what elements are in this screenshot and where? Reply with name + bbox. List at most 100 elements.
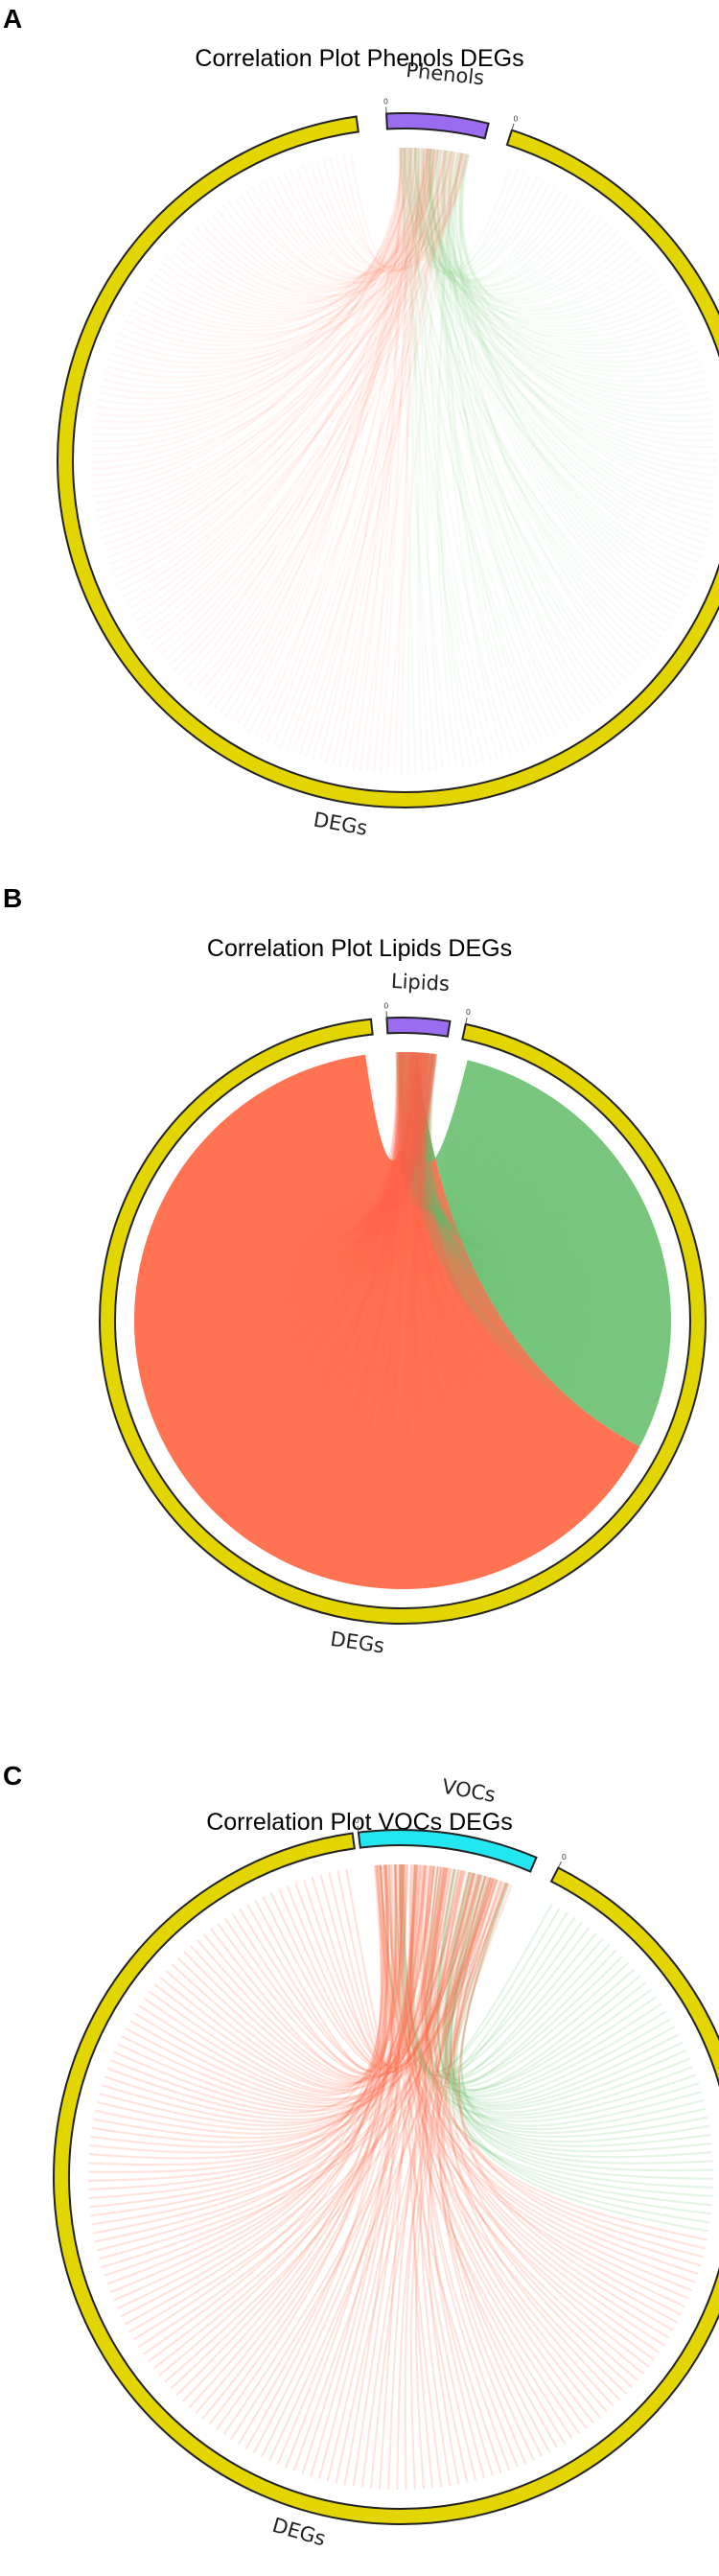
positive-correlation-chord xyxy=(175,1864,390,2397)
negative-correlation-chord xyxy=(410,1052,583,1223)
positive-correlation-chord xyxy=(96,149,432,512)
positive-correlation-chord xyxy=(169,1051,405,1459)
negative-correlation-chord xyxy=(410,1052,661,1271)
negative-correlation-chord xyxy=(420,1052,623,1236)
positive-correlation-chord xyxy=(135,1052,423,1355)
positive-correlation-chord xyxy=(197,149,439,696)
positive-correlation-chord xyxy=(151,149,433,645)
negative-correlation-chord xyxy=(400,1051,538,1214)
positive-correlation-chord xyxy=(134,1051,403,1343)
negative-correlation-chord xyxy=(439,150,525,750)
negative-correlation-chord xyxy=(429,149,597,709)
positive-correlation-chord xyxy=(269,148,417,276)
negative-correlation-chord xyxy=(427,149,539,276)
positive-correlation-chord xyxy=(175,1052,415,1468)
negative-correlation-chord xyxy=(420,148,715,503)
positive-correlation-chord xyxy=(121,1881,504,2107)
negative-correlation-chord xyxy=(415,1052,591,1225)
positive-correlation-chord xyxy=(113,152,465,364)
positive-correlation-chord xyxy=(128,152,456,610)
negative-correlation-chord xyxy=(426,1866,623,2085)
negative-correlation-chord xyxy=(423,148,660,644)
positive-correlation-chord xyxy=(410,1053,437,1589)
positive-correlation-chord xyxy=(246,1051,406,1542)
positive-correlation-chord xyxy=(342,147,406,269)
positive-correlation-chord xyxy=(425,1053,624,1477)
negative-correlation-chord xyxy=(452,1882,617,2085)
positive-correlation-chord xyxy=(240,1052,421,1219)
positive-correlation-chord xyxy=(419,1052,551,1548)
positive-correlation-chord xyxy=(141,147,406,328)
negative-correlation-chord xyxy=(416,148,705,551)
positive-correlation-chord xyxy=(135,149,436,622)
negative-correlation-chord xyxy=(448,152,568,729)
positive-correlation-chord xyxy=(300,1051,408,1571)
positive-correlation-chord xyxy=(336,148,429,269)
negative-correlation-chord xyxy=(421,1052,654,1259)
positive-correlation-chord xyxy=(145,148,412,325)
negative-correlation-chord xyxy=(408,1052,663,1274)
positive-correlation-chord xyxy=(130,148,430,340)
negative-correlation-chord xyxy=(410,148,629,302)
positive-correlation-chord xyxy=(95,148,403,417)
positive-correlation-chord xyxy=(345,148,429,768)
positive-correlation-chord xyxy=(298,1052,429,1210)
positive-correlation-chord xyxy=(390,1864,645,2376)
negative-correlation-chord xyxy=(417,148,575,284)
negative-correlation-chord xyxy=(415,1052,626,1238)
positive-correlation-chord xyxy=(426,1053,621,1482)
positive-correlation-chord xyxy=(405,1052,606,1501)
positive-correlation-chord xyxy=(95,1869,463,2135)
negative-correlation-chord xyxy=(420,1052,647,1253)
negative-correlation-chord xyxy=(436,150,586,717)
positive-correlation-chord xyxy=(457,1883,679,2324)
positive-correlation-chord xyxy=(88,1863,402,2166)
negative-correlation-chord xyxy=(442,150,609,294)
positive-correlation-chord xyxy=(276,1870,466,2466)
positive-correlation-chord xyxy=(399,1051,502,1573)
positive-correlation-chord xyxy=(161,149,437,313)
positive-correlation-chord xyxy=(400,148,417,773)
positive-correlation-chord xyxy=(329,1052,414,1581)
positive-correlation-chord xyxy=(182,1863,405,2402)
chord-diagram: VOCs DEGs 00 xyxy=(53,1775,719,2550)
positive-correlation-chord xyxy=(420,1052,597,1510)
negative-correlation-chord xyxy=(437,1869,671,2101)
positive-correlation-chord xyxy=(379,1864,627,2395)
negative-correlation-chord xyxy=(402,147,438,772)
positive-correlation-chord xyxy=(237,1864,417,2446)
negative-correlation-chord xyxy=(409,1052,482,1208)
deg-segment-label: DEGs xyxy=(329,1628,385,1658)
positive-correlation-chord xyxy=(448,1877,621,2401)
positive-correlation-chord xyxy=(235,1052,413,1220)
negative-correlation-chord xyxy=(428,1053,670,1352)
positive-correlation-chord xyxy=(184,1052,421,1235)
negative-correlation-chord xyxy=(430,149,545,278)
negative-correlation-chord xyxy=(422,148,703,378)
positive-correlation-chord xyxy=(262,1879,499,2073)
negative-correlation-chord xyxy=(409,148,679,339)
positive-correlation-chord xyxy=(428,1866,670,2339)
negative-correlation-chord xyxy=(436,150,563,282)
positive-correlation-chord xyxy=(222,1051,406,1524)
positive-correlation-chord xyxy=(140,1052,418,1278)
positive-correlation-chord xyxy=(292,1875,486,2471)
positive-correlation-chord xyxy=(319,1864,419,2067)
positive-correlation-chord xyxy=(92,148,427,484)
negative-correlation-chord xyxy=(456,152,710,399)
positive-correlation-chord xyxy=(134,1052,423,1337)
tick-label: 0 xyxy=(383,98,388,106)
positive-correlation-chord xyxy=(143,1864,427,2095)
negative-correlation-chord xyxy=(406,1052,651,1429)
negative-correlation-chord xyxy=(407,148,717,442)
negative-correlation-chord xyxy=(429,149,708,538)
positive-correlation-chord xyxy=(88,1864,406,2160)
positive-correlation-chord xyxy=(94,1878,495,2243)
chord-diagram: Phenols DEGs 00 xyxy=(57,59,719,840)
panel-a: A Correlation Plot Phenols DEGs Phenols … xyxy=(0,0,719,863)
negative-correlation-chord xyxy=(411,148,660,321)
negative-correlation-band xyxy=(416,1052,671,1447)
positive-correlation-chord xyxy=(452,1877,702,2267)
positive-correlation-chord xyxy=(223,1872,476,2077)
positive-correlation-chord xyxy=(423,1865,706,2250)
